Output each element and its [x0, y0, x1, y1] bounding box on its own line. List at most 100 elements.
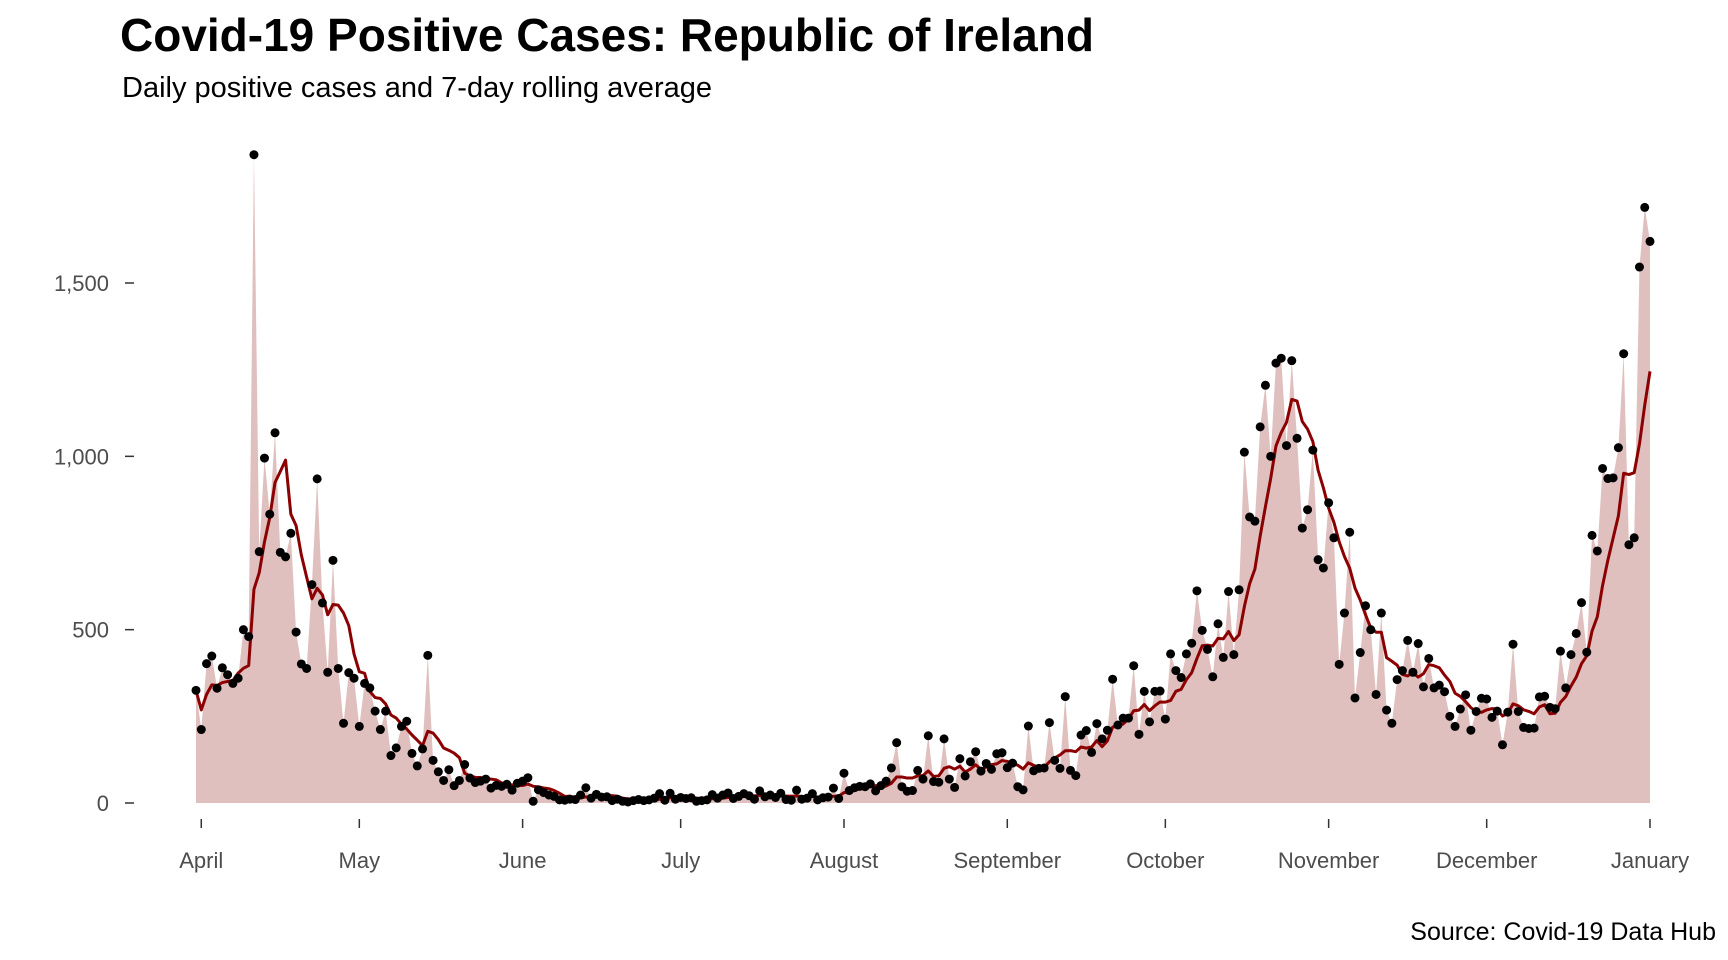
data-point	[918, 774, 928, 784]
data-point	[1634, 262, 1644, 272]
chart-caption: Source: Covid-19 Data Hub	[1410, 918, 1716, 946]
data-point	[1613, 443, 1623, 453]
data-point	[834, 793, 844, 803]
data-point	[207, 651, 217, 661]
data-point	[1123, 713, 1133, 723]
point-layer	[191, 150, 1655, 807]
data-point	[839, 768, 849, 778]
y-tick-label: 500	[72, 618, 109, 643]
data-point	[1113, 720, 1123, 730]
data-point	[1234, 585, 1244, 595]
data-point	[281, 552, 291, 562]
data-point	[1139, 686, 1149, 696]
data-point	[581, 783, 591, 793]
data-point	[196, 725, 206, 735]
data-point	[1176, 673, 1186, 683]
data-point	[1392, 675, 1402, 685]
data-point	[265, 509, 275, 519]
data-point	[1640, 202, 1650, 212]
data-point	[1334, 659, 1344, 669]
data-point	[307, 580, 317, 590]
data-point	[1287, 356, 1297, 366]
data-point	[1466, 725, 1476, 735]
data-point	[1129, 661, 1139, 671]
data-point	[1055, 763, 1065, 773]
data-point	[1218, 652, 1228, 662]
data-point	[1018, 785, 1028, 795]
x-tick-label: April	[179, 848, 223, 873]
data-point	[254, 547, 264, 557]
data-point	[892, 738, 902, 748]
data-point	[1371, 689, 1381, 699]
data-point	[302, 663, 312, 673]
data-point	[1418, 682, 1428, 692]
data-point	[481, 774, 491, 784]
data-point	[223, 670, 233, 680]
data-point	[1282, 441, 1291, 451]
data-point	[786, 795, 796, 805]
data-point	[249, 150, 259, 160]
axes: 0 500 1,000 1,500 April May June July August Sept…	[54, 271, 1689, 873]
data-point	[439, 775, 449, 785]
data-point	[202, 659, 212, 669]
x-tick-label: January	[1611, 848, 1689, 873]
data-point	[1508, 639, 1518, 649]
data-point	[354, 721, 364, 731]
data-point	[217, 663, 227, 673]
data-point	[1197, 625, 1207, 635]
data-point	[1434, 680, 1444, 690]
data-point	[1492, 706, 1502, 716]
data-point	[1424, 653, 1434, 663]
data-point	[1339, 608, 1349, 618]
data-point	[807, 789, 817, 799]
data-point	[1092, 719, 1102, 729]
data-point	[576, 790, 586, 800]
data-point	[1513, 706, 1523, 716]
data-point	[1044, 718, 1054, 728]
data-point	[1571, 628, 1581, 638]
data-point	[1382, 705, 1392, 715]
x-tick-label: October	[1126, 848, 1204, 873]
data-point	[1592, 546, 1602, 556]
chart-subtitle: Daily positive cases and 7-day rolling a…	[122, 72, 712, 104]
data-point	[1440, 687, 1450, 697]
data-point	[460, 760, 470, 770]
data-point	[1060, 692, 1070, 702]
data-point	[233, 673, 243, 683]
data-point	[749, 794, 759, 804]
data-point	[1171, 666, 1181, 676]
data-point	[1540, 691, 1550, 701]
data-point	[1166, 649, 1176, 659]
data-point	[1023, 721, 1033, 731]
data-point	[291, 627, 301, 637]
data-point	[828, 783, 838, 793]
data-point	[886, 763, 896, 773]
data-point	[1097, 734, 1107, 744]
x-tick-label: December	[1436, 848, 1537, 873]
data-point	[1645, 236, 1655, 246]
daily-cases-area	[196, 154, 1650, 804]
data-point	[1255, 422, 1265, 432]
data-point	[375, 725, 385, 735]
data-point	[1213, 619, 1223, 629]
data-point	[971, 747, 981, 757]
data-point	[423, 650, 433, 660]
data-point	[1408, 667, 1418, 677]
data-point	[454, 775, 464, 785]
data-point	[312, 474, 322, 484]
data-point	[1350, 693, 1360, 703]
data-point	[418, 744, 428, 754]
data-point	[665, 788, 675, 798]
data-point	[1471, 706, 1481, 716]
data-point	[755, 786, 765, 796]
data-point	[1145, 717, 1155, 727]
data-point	[1102, 725, 1112, 735]
data-point	[333, 663, 343, 673]
data-point	[1081, 726, 1091, 736]
data-point	[1266, 451, 1276, 461]
data-point	[381, 706, 391, 716]
data-point	[976, 766, 986, 776]
data-point	[776, 788, 786, 798]
data-point	[1361, 601, 1371, 611]
